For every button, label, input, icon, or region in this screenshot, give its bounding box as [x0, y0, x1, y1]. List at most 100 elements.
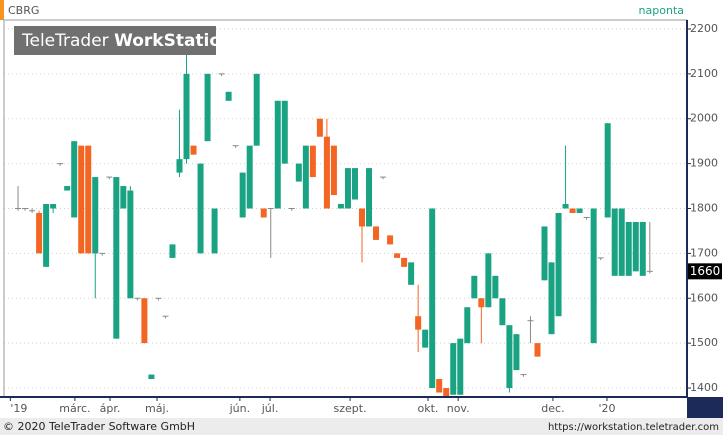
plot	[4, 28, 687, 397]
body	[351, 168, 358, 200]
symbol: CBRG	[8, 4, 39, 17]
body	[408, 262, 415, 285]
body	[78, 145, 85, 254]
body	[281, 100, 288, 164]
copyright: © 2020 TeleTrader Software GmbH	[3, 420, 195, 433]
body	[422, 329, 429, 348]
body	[513, 334, 520, 371]
y-tick-label: 1800	[690, 202, 718, 215]
body	[71, 141, 78, 218]
body	[625, 221, 632, 276]
body	[274, 100, 281, 209]
y-tick-label: 2100	[690, 67, 718, 80]
last-price-box	[688, 263, 722, 280]
interval: naponta	[639, 4, 684, 17]
body	[394, 253, 401, 258]
body	[358, 208, 365, 227]
body	[92, 177, 99, 254]
body	[50, 204, 57, 209]
body	[183, 73, 190, 160]
last-price: 1660	[690, 264, 721, 278]
y-tick-label: 1900	[690, 157, 718, 170]
body	[569, 208, 576, 213]
x-tick-label: okt.	[418, 402, 439, 415]
body	[373, 226, 380, 240]
body	[366, 168, 373, 227]
body	[611, 208, 618, 276]
body	[555, 212, 562, 317]
body	[485, 253, 492, 308]
body	[337, 204, 344, 209]
x-tick-label: ápr.	[100, 402, 121, 415]
body	[457, 338, 464, 395]
body	[464, 307, 471, 344]
body	[506, 325, 513, 389]
body	[302, 145, 309, 209]
body	[548, 262, 555, 335]
logo-box	[14, 26, 216, 55]
body	[632, 221, 639, 272]
body	[176, 159, 183, 173]
body	[604, 123, 611, 218]
body	[169, 244, 176, 258]
x-tick-label: '19	[10, 402, 27, 415]
body	[478, 298, 485, 308]
body	[85, 145, 92, 254]
x-tick-label: júl.	[261, 402, 279, 415]
x-tick-label: nov.	[447, 402, 470, 415]
x-tick-label: márc.	[59, 402, 90, 415]
body	[429, 208, 436, 389]
x-tick-label: máj.	[145, 402, 169, 415]
body	[204, 73, 211, 142]
body	[239, 172, 246, 218]
y-tick-label: 1600	[690, 291, 718, 304]
body	[499, 298, 506, 326]
body	[253, 73, 260, 146]
y-tick-label: 1500	[690, 336, 718, 349]
body	[576, 208, 583, 213]
body	[190, 145, 197, 155]
body	[534, 343, 541, 357]
body	[471, 275, 478, 299]
body	[387, 235, 394, 245]
x-tick-label: jún.	[229, 402, 251, 415]
body	[492, 275, 499, 299]
body	[562, 204, 569, 209]
x-tick-label: dec.	[541, 402, 564, 415]
body	[127, 190, 134, 299]
body	[639, 221, 646, 276]
body	[316, 118, 323, 137]
body	[401, 257, 408, 267]
body	[36, 212, 43, 254]
body	[113, 177, 120, 339]
body	[443, 388, 450, 397]
body	[618, 208, 625, 276]
body	[590, 208, 597, 344]
body	[323, 136, 330, 209]
logo-brand: TeleTrader	[21, 31, 109, 51]
body	[541, 226, 548, 281]
body	[415, 316, 422, 330]
x-tick-label: szept.	[334, 402, 367, 415]
y-tick-label: 2000	[690, 112, 718, 125]
body	[225, 91, 232, 101]
body	[197, 163, 204, 254]
body	[148, 374, 155, 380]
y-tick-label: 1700	[690, 246, 718, 259]
body	[295, 163, 302, 182]
symbol-marker	[0, 0, 4, 20]
y-tick-label: 2200	[690, 22, 718, 35]
footer	[0, 418, 723, 435]
footer-link[interactable]: https://workstation.teletrader.com	[548, 422, 719, 433]
axis-corner	[687, 397, 723, 418]
body	[246, 145, 253, 209]
body	[260, 208, 267, 218]
body	[120, 186, 127, 209]
body	[211, 208, 218, 254]
body	[43, 204, 50, 267]
body	[64, 186, 71, 191]
logo: TeleTrader WorkStation	[21, 31, 233, 51]
body	[330, 145, 337, 196]
x-tick-label: '20	[598, 402, 615, 415]
